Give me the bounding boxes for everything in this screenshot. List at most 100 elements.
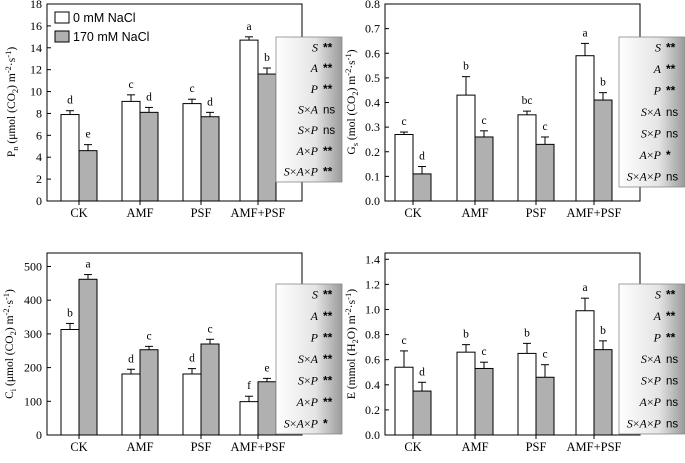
pn-y-axis-label-part: 2: [10, 89, 20, 93]
gs-stats-factor: A×P: [639, 148, 662, 162]
pn-category-label: CK: [70, 206, 87, 220]
gs-stats-factor-letter: A: [653, 105, 662, 119]
ci-y-axis-label-part: ) m: [4, 315, 16, 331]
pn-significance-letter: d: [207, 96, 213, 108]
e-y-axis-label-part: -2: [343, 308, 353, 315]
pn-ytick-label: 4: [36, 150, 42, 164]
gs-y-axis-label-part: -1: [343, 53, 353, 60]
pn-stats-times: ×: [304, 123, 311, 137]
ci-stats-value: **: [323, 331, 333, 345]
e-stats-times: ×: [647, 395, 654, 409]
pn-stats-factor-letter: P: [310, 165, 319, 179]
ci-significance-letter: d: [128, 353, 134, 365]
ci-stats-value: **: [323, 309, 333, 323]
ci-stats-times: ×: [304, 373, 311, 387]
gs-ytick-label: 0.5: [365, 71, 380, 85]
e-ytick-label: 1.0: [365, 302, 380, 316]
e-stats-value: ns: [666, 375, 678, 387]
pn-stats-factor: A: [310, 61, 319, 75]
e-category-label: CK: [404, 440, 421, 454]
pn-bar: [239, 39, 259, 202]
gs-bar: [575, 55, 595, 202]
gs-ytick-label: 0.6: [365, 46, 380, 60]
e-stats-value: **: [666, 288, 676, 302]
e-significance-letter: c: [401, 335, 406, 347]
pn-stats-value: ns: [323, 105, 335, 117]
e-y-axis-label-part: ): [346, 289, 358, 293]
pn-y-axis-label-part: n: [10, 146, 20, 151]
pn-significance-letter: a: [246, 21, 251, 33]
pn-ytick-label: 2: [36, 172, 42, 186]
gs-stats-factor-letter: S: [641, 126, 647, 140]
pn-ytick-label: 14: [30, 41, 42, 55]
pn-y-axis-label-part: ·s: [6, 57, 18, 66]
e-y-axis-label-part: O) m: [346, 315, 358, 339]
ci-stats-factor-letter: A: [296, 395, 305, 409]
pn-bar: [257, 73, 277, 202]
pn-stats-box: [275, 36, 343, 183]
gs-significance-letter: d: [419, 151, 425, 163]
ci-stats-factor: S×P: [298, 373, 319, 387]
ci-stats-times: ×: [290, 416, 297, 430]
pn-y-axis-label-part: -2: [3, 66, 13, 73]
ci-stats-value: **: [323, 395, 333, 409]
e-stats-factor: S: [655, 288, 661, 302]
panel-e: 0.00.20.40.60.81.01.21.4CKcdAMFbcPSFbcAM…: [343, 252, 685, 454]
ci-significance-letter: c: [207, 323, 212, 335]
gs-stats-factor: P: [653, 84, 662, 98]
e-bar: [593, 349, 613, 436]
pn-stats-times: ×: [304, 103, 311, 117]
ci-stats-times: ×: [304, 395, 311, 409]
gs-bar: [517, 114, 537, 202]
gs-stats-factor: A: [653, 62, 662, 76]
e-stats-times: ×: [647, 373, 654, 387]
ci-ytick-label: 0: [36, 428, 42, 442]
gs-stats-factor-letter: A: [653, 62, 662, 76]
e-stats-factor-letter: S: [627, 416, 633, 430]
gs-category-label: PSF: [526, 206, 547, 220]
pn-significance-letter: d: [146, 91, 152, 103]
pn-significance-letter: b: [264, 52, 270, 64]
gs-significance-letter: c: [481, 115, 486, 127]
gs-ytick-label: 0.7: [365, 22, 380, 36]
pn-ytick-label: 12: [30, 63, 42, 77]
ci-stats-value: **: [323, 288, 333, 302]
ci-ytick-label: 400: [24, 293, 42, 307]
ci-stats-factor-letter: S: [298, 352, 304, 366]
pn-y-axis-label-part: ): [6, 47, 18, 51]
pn-significance-letter: e: [85, 129, 90, 141]
ci-ytick-label: 200: [24, 361, 42, 375]
gs-stats-value: **: [666, 62, 676, 76]
pn-stats-times: ×: [290, 165, 297, 179]
e-stats-value: ns: [666, 354, 678, 366]
ci-stats-factor-letter: S: [298, 373, 304, 387]
ci-y-axis-label-part: -1: [1, 293, 11, 300]
e-stats-box: [618, 283, 685, 435]
gs-stats-factor-letter: P: [653, 169, 662, 183]
gs-significance-letter: bc: [522, 95, 533, 107]
legend-label: 170 mM NaCl: [73, 30, 149, 44]
gs-bar: [456, 94, 476, 202]
ci-stats-value: **: [323, 352, 333, 366]
gs-stats-times: ×: [633, 169, 640, 183]
pn-ytick-label: 18: [30, 0, 42, 11]
ci-significance-letter: e: [264, 362, 269, 374]
e-significance-letter: b: [524, 327, 530, 339]
ci-category-label: CK: [70, 440, 87, 454]
panel-ci: 0100200300400500CKbaAMFdcPSFdcAMF+PSFfeC…: [1, 252, 343, 454]
gs-ytick-label: 0.2: [365, 145, 380, 159]
e-stats-factor: S×A: [641, 352, 662, 366]
gs-y-axis-label-part: ·s: [346, 60, 358, 69]
e-ytick-label: 1.2: [365, 277, 380, 291]
pn-stats-times: ×: [304, 144, 311, 158]
gs-significance-letter: b: [600, 77, 606, 89]
legend-label: 0 mM NaCl: [73, 11, 136, 25]
ci-bar: [239, 401, 259, 436]
gs-y-axis-label-part: s: [350, 143, 360, 146]
gs-y-axis-label-part: (mol (CO: [346, 96, 358, 143]
gs-stats-factor-letter: A: [639, 169, 648, 183]
pn-stats-value: **: [323, 40, 333, 54]
e-ytick-label: 0.6: [365, 353, 380, 367]
e-ytick-label: 1.4: [365, 252, 380, 266]
